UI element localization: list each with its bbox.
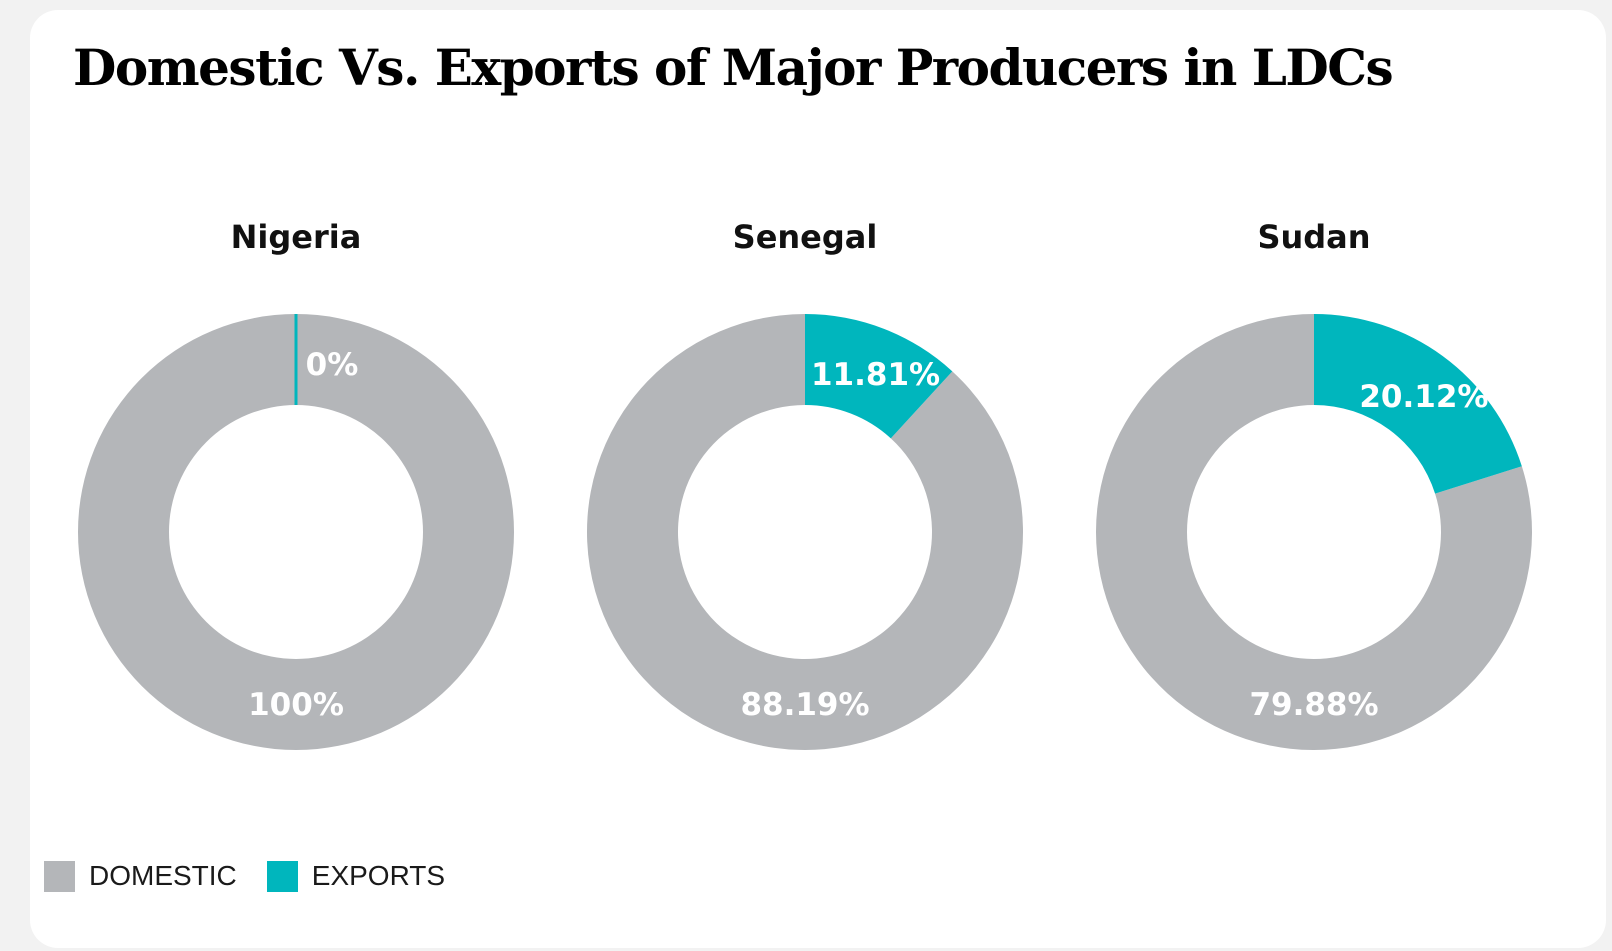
chart-card: Domestic Vs. Exports of Major Producers … xyxy=(30,10,1606,948)
legend-item-exports[interactable]: EXPORTS xyxy=(266,860,446,892)
legend-label-exports: EXPORTS xyxy=(311,860,446,891)
slice-domestic-sudan[interactable] xyxy=(1096,313,1532,750)
panel-title-sudan: Sudan xyxy=(1257,218,1370,256)
slice-exports-senegal[interactable] xyxy=(805,314,953,439)
legend: DOMESTIC EXPORTS xyxy=(44,860,475,892)
slice-label-exports-sudan: 20.12% xyxy=(1359,379,1488,415)
slice-label-domestic-nigeria: 100% xyxy=(248,687,344,723)
slice-domestic-senegal[interactable] xyxy=(586,314,1023,750)
legend-swatch-exports xyxy=(266,860,298,892)
chart-title: Domestic Vs. Exports of Major Producers … xyxy=(73,38,1394,97)
legend-swatch-domestic xyxy=(44,860,75,892)
slice-label-domestic-sudan: 79.88% xyxy=(1249,687,1378,723)
donut-senegal: Senegal 11.81% 88.19% xyxy=(586,218,1023,750)
slice-exports-sudan[interactable] xyxy=(1314,314,1522,494)
panel-title-senegal: Senegal xyxy=(733,218,878,256)
slice-label-exports-senegal: 11.81% xyxy=(811,357,940,393)
donut-nigeria: Nigeria 0% 100% xyxy=(78,218,514,750)
panel-title-nigeria: Nigeria xyxy=(231,218,362,256)
legend-item-domestic[interactable]: DOMESTIC xyxy=(44,860,237,892)
slice-label-domestic-senegal: 88.19% xyxy=(740,687,869,723)
legend-label-domestic: DOMESTIC xyxy=(89,860,237,891)
slice-domestic-nigeria[interactable] xyxy=(78,314,514,750)
slice-label-exports-nigeria: 0% xyxy=(306,347,359,383)
donut-sudan: Sudan 20.12% 79.88% xyxy=(1096,218,1532,750)
